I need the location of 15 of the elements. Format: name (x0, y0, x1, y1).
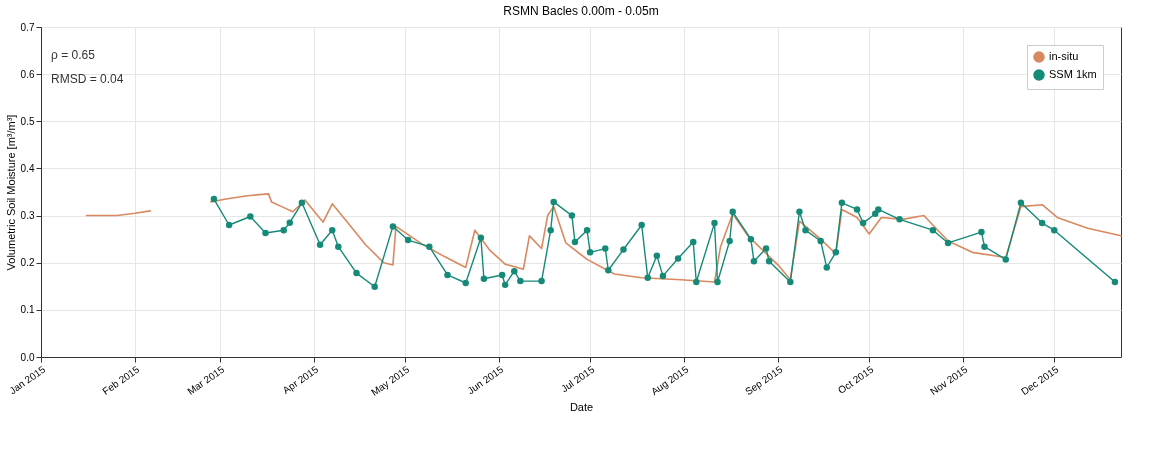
y-tick-label: 0.7 (20, 21, 35, 33)
chart-title: RSMN Bacles 0.00m - 0.05m (503, 4, 659, 18)
y-tick-label: 0.5 (20, 115, 35, 127)
annotation: ρ = 0.65 (51, 48, 96, 62)
legend-label: SSM 1km (1049, 68, 1097, 80)
y-tick-label: 0.1 (20, 304, 35, 316)
x-axis-title: Date (569, 400, 594, 413)
y-tick-label: 0.4 (20, 162, 35, 174)
y-tick-label: 0.2 (20, 257, 35, 269)
y-tick-label: 0.3 (20, 210, 35, 222)
y-axis-title: Volumetric Soil Moisture [m³/m³] (4, 114, 17, 271)
annotation: RMSD = 0.04 (51, 72, 124, 86)
y-tick-label: 0.6 (20, 68, 35, 80)
legend-label: in-situ (1049, 50, 1079, 62)
y-tick-label: 0.0 (20, 351, 35, 363)
